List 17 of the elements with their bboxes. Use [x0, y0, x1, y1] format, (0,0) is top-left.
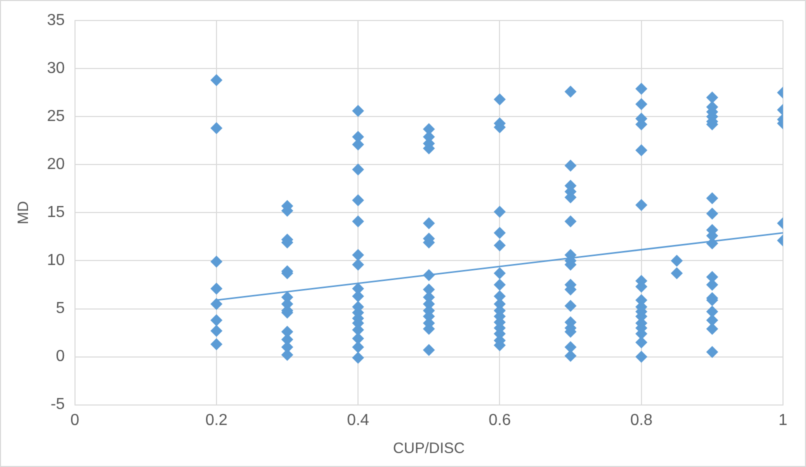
- y-tick-label: 25: [47, 108, 65, 126]
- x-axis-title: CUP/DISC: [393, 440, 465, 458]
- y-tick-label: 35: [47, 12, 65, 30]
- x-tick-label: 0.2: [205, 412, 228, 429]
- x-tick-label: 0: [70, 412, 80, 429]
- y-tick-label: 30: [47, 60, 65, 78]
- y-tick-label: 15: [47, 204, 65, 222]
- y-tick-label: 0: [56, 348, 65, 366]
- x-tick-label: 1: [778, 412, 788, 429]
- x-tick-label: 0.4: [346, 412, 370, 429]
- x-tick-label: 0.6: [488, 412, 511, 429]
- y-axis-title: MD: [15, 200, 32, 224]
- y-tick-label: 5: [56, 300, 65, 318]
- y-tick-label: 20: [47, 156, 65, 174]
- x-tick-label: 0.8: [630, 412, 653, 429]
- y-tick-label: 10: [47, 252, 65, 270]
- y-tick-label: -5: [50, 396, 65, 414]
